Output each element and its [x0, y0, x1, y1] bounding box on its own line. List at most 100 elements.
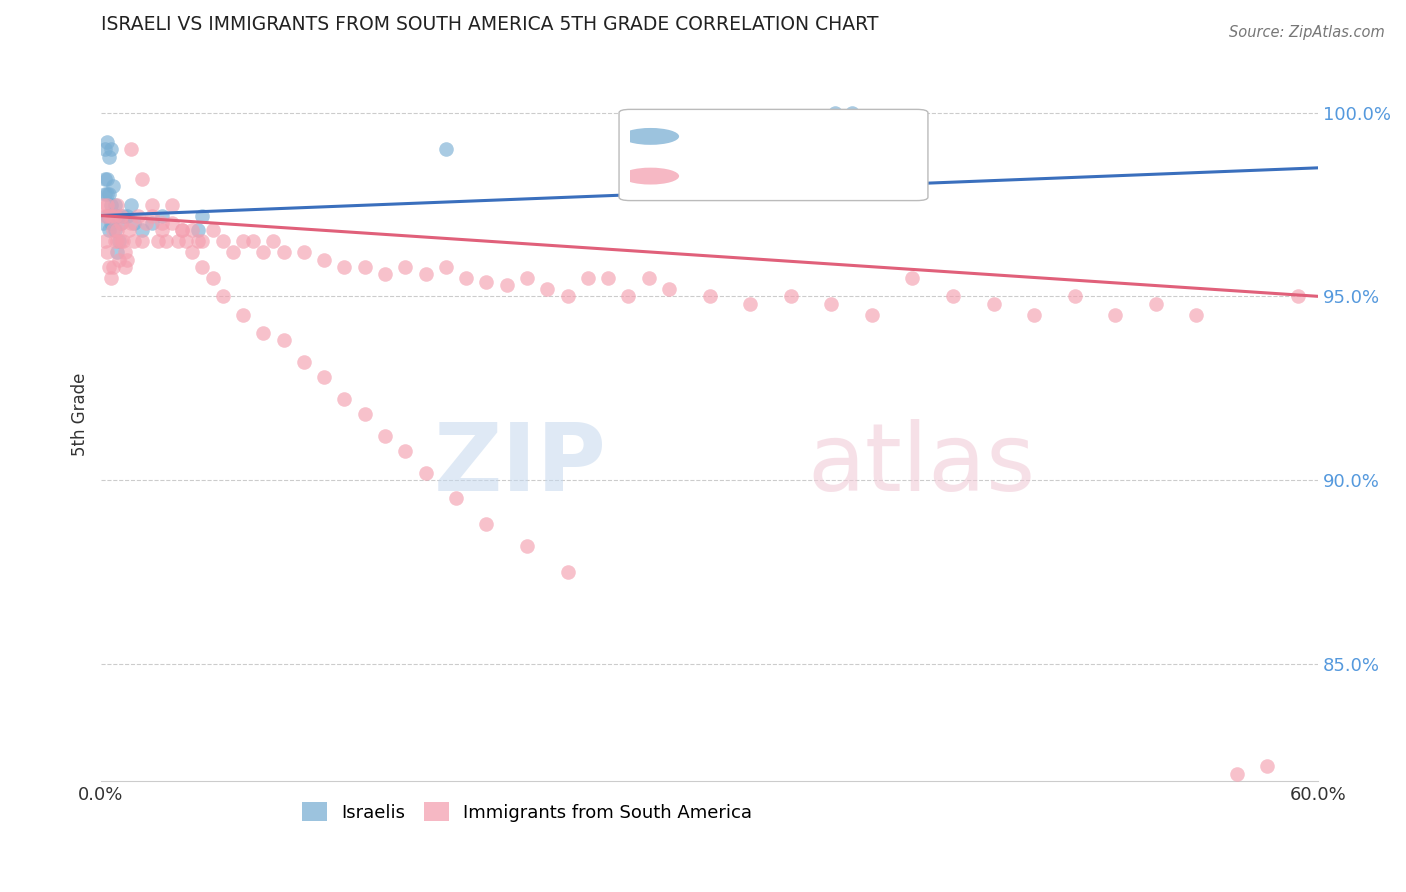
Point: [273, 334, 295, 348]
Point: [557, 565, 579, 579]
Point: [98, 150, 121, 164]
Point: [222, 245, 245, 260]
Point: [374, 429, 396, 443]
Point: [96, 135, 118, 149]
Point: [516, 539, 538, 553]
Point: [211, 234, 233, 248]
Point: [105, 234, 128, 248]
Point: [374, 268, 396, 282]
Point: [121, 216, 143, 230]
Point: [434, 143, 457, 157]
Point: [1063, 289, 1085, 303]
Point: [201, 223, 224, 237]
Point: [112, 209, 135, 223]
Point: [127, 209, 149, 223]
Point: [456, 271, 478, 285]
Point: [201, 271, 224, 285]
Point: [415, 268, 437, 282]
Point: [174, 234, 197, 248]
Point: [187, 223, 209, 237]
Point: [160, 197, 183, 211]
Point: [820, 296, 842, 310]
Point: [172, 223, 194, 237]
Point: [1024, 308, 1046, 322]
Point: [263, 234, 285, 248]
Point: [172, 223, 194, 237]
Point: [100, 271, 122, 285]
Point: [117, 252, 139, 267]
Point: [114, 260, 136, 274]
Point: [98, 260, 121, 274]
Point: [110, 209, 132, 223]
Point: [191, 260, 214, 274]
Point: [314, 252, 336, 267]
Point: [942, 289, 965, 303]
Point: [160, 216, 183, 230]
Point: [96, 171, 118, 186]
Point: [273, 245, 295, 260]
Point: [105, 197, 128, 211]
Point: [104, 223, 127, 237]
Point: [114, 245, 136, 260]
Point: [779, 289, 801, 303]
Point: [150, 216, 173, 230]
Point: [110, 234, 132, 248]
Point: [150, 209, 173, 223]
Point: [353, 407, 375, 421]
Point: [103, 209, 125, 223]
Point: [353, 260, 375, 274]
Point: [105, 245, 128, 260]
Point: [495, 278, 517, 293]
Point: [699, 289, 721, 303]
Point: [94, 209, 117, 223]
Point: [98, 186, 121, 201]
Text: ISRAELI VS IMMIGRANTS FROM SOUTH AMERICA 5TH GRADE CORRELATION CHART: ISRAELI VS IMMIGRANTS FROM SOUTH AMERICA…: [101, 15, 879, 34]
Point: [96, 245, 118, 260]
Point: [122, 216, 145, 230]
Point: [860, 308, 883, 322]
Point: [100, 197, 122, 211]
Point: [100, 216, 122, 230]
Point: [141, 197, 163, 211]
Point: [105, 209, 128, 223]
Point: [98, 209, 121, 223]
Point: [118, 223, 141, 237]
Point: [1256, 759, 1278, 773]
Point: [108, 252, 131, 267]
Point: [112, 234, 135, 248]
Point: [394, 443, 416, 458]
Text: ZIP: ZIP: [433, 419, 606, 511]
Point: [131, 171, 153, 186]
Point: [103, 223, 125, 237]
Point: [104, 234, 127, 248]
Point: [983, 296, 1005, 310]
Point: [108, 234, 131, 248]
Point: [211, 289, 233, 303]
Point: [121, 197, 143, 211]
Point: [96, 197, 118, 211]
Point: [394, 260, 416, 274]
Point: [150, 223, 173, 237]
Point: [110, 216, 132, 230]
Point: [333, 260, 356, 274]
Point: [94, 143, 117, 157]
Point: [110, 216, 132, 230]
Point: [141, 209, 163, 223]
Point: [131, 223, 153, 237]
Point: [91, 216, 114, 230]
Point: [658, 282, 681, 296]
Point: [96, 186, 118, 201]
Point: [841, 105, 863, 120]
Point: [1286, 289, 1309, 303]
Point: [100, 143, 122, 157]
Point: [434, 260, 457, 274]
Point: [824, 105, 846, 120]
Point: [1185, 308, 1208, 322]
Point: [252, 245, 274, 260]
Point: [475, 516, 498, 531]
Point: [98, 223, 121, 237]
Point: [1226, 766, 1249, 780]
Point: [232, 308, 254, 322]
Point: [242, 234, 264, 248]
Point: [475, 275, 498, 289]
